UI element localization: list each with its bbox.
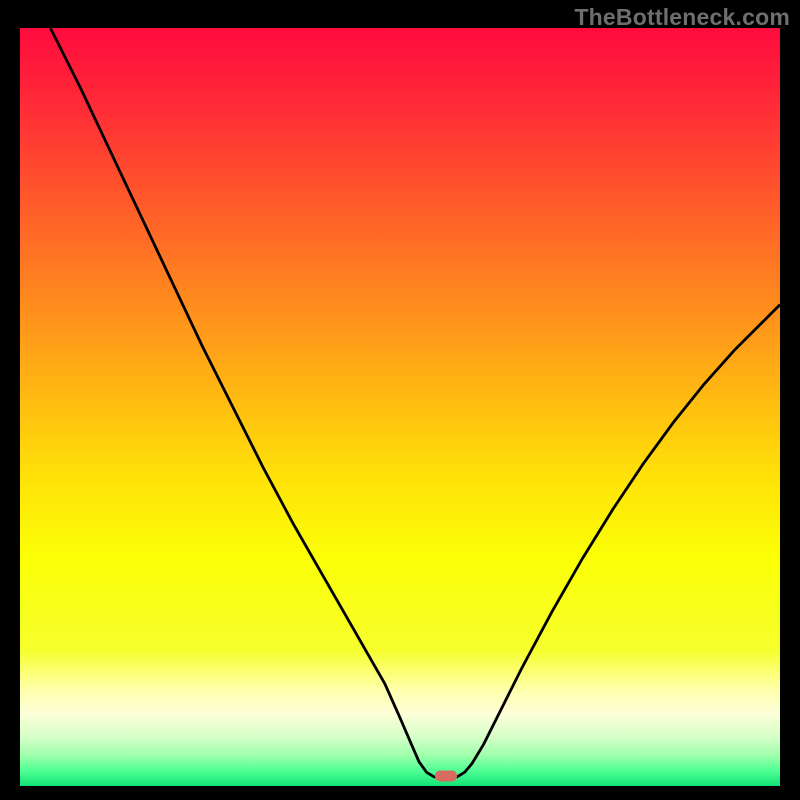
plot-area [20,28,780,786]
bottleneck-curve [50,28,780,778]
watermark-text: TheBottleneck.com [574,4,790,31]
bottleneck-curve-svg [20,28,780,786]
chart-frame: TheBottleneck.com [0,0,800,800]
optimum-marker [435,771,457,782]
